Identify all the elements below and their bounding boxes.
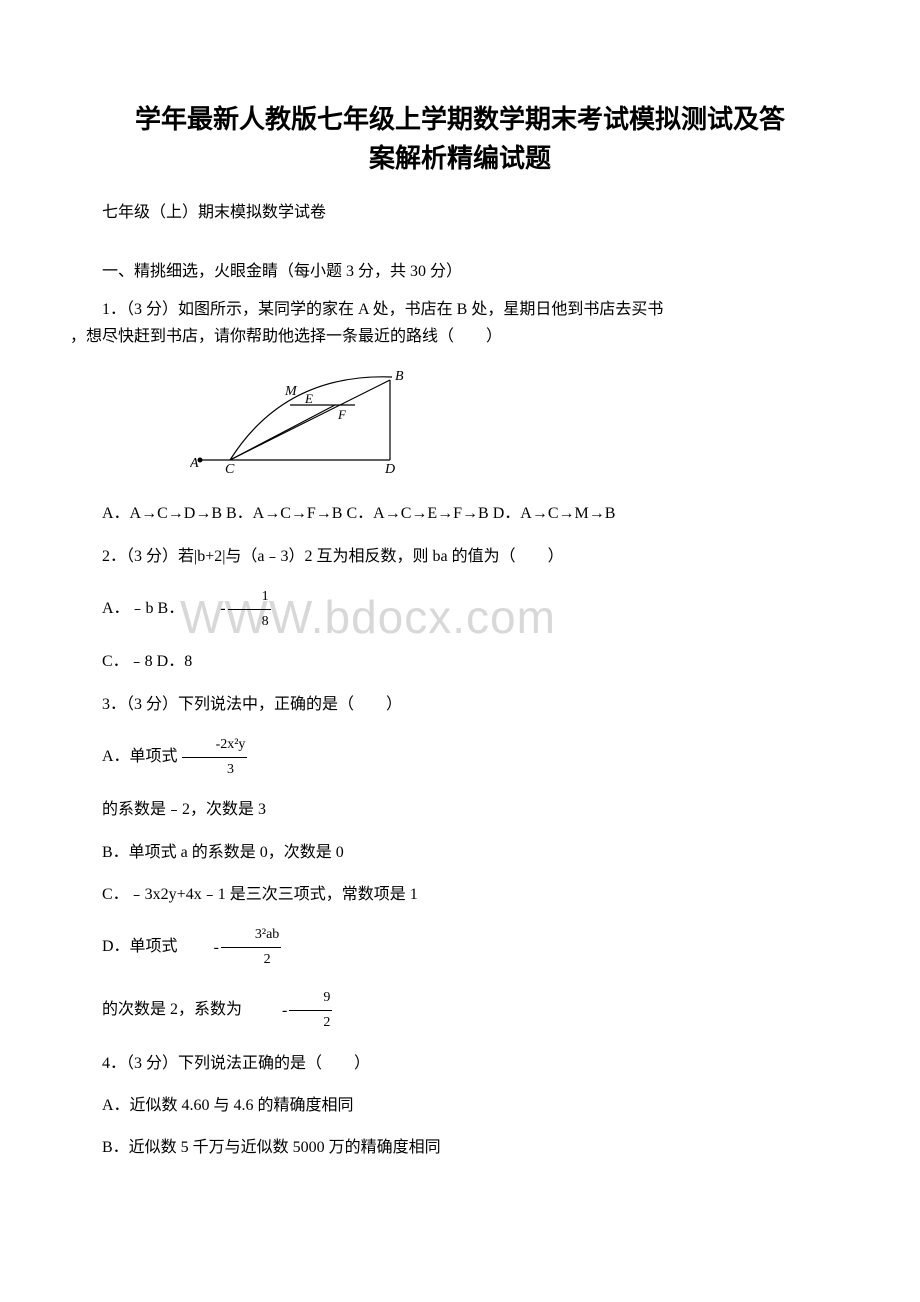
document-subtitle: 七年级（上）期末模拟数学试卷 bbox=[70, 198, 850, 222]
question-2-options-ab: A．﹣b B． - 1 8 bbox=[70, 585, 850, 634]
q3-opta-fraction: -2x²y 3 bbox=[182, 733, 248, 782]
diagram-label-a: A bbox=[190, 456, 199, 471]
q3-opta-frac-den: 3 bbox=[182, 758, 248, 782]
q3-optd-frac-den: 2 bbox=[221, 948, 281, 972]
q3-optd-tail-prefix: 的次数是 2，系数为 bbox=[102, 1001, 242, 1018]
question-3-option-a-tail: 的系数是﹣2，次数是 3 bbox=[70, 796, 850, 823]
q2-frac-den: 8 bbox=[228, 610, 271, 634]
question-2-options-cd: C．﹣8 D．8 bbox=[70, 648, 850, 675]
q3-optd-frac-num: 3²ab bbox=[221, 923, 281, 948]
question-3-option-b: B．单项式 a 的系数是 0，次数是 0 bbox=[70, 839, 850, 866]
question-3-option-d-tail: 的次数是 2，系数为 - 9 2 bbox=[70, 986, 850, 1035]
question-1: 1．（3 分）如图所示，某同学的家在 A 处，书店在 B 处，星期日他到书店去买… bbox=[70, 296, 850, 350]
question-1-text-1: 1．（3 分）如图所示，某同学的家在 A 处，书店在 B 处，星期日他到书店去买… bbox=[102, 301, 663, 318]
question-1-options: A．A→C→D→B B．A→C→F→B C．A→C→E→F→B D．A→C→M→… bbox=[70, 500, 850, 527]
q3-optd-fraction2: - 9 2 bbox=[246, 986, 332, 1035]
question-2: 2．（3 分）若|b+2|与（a﹣3）2 互为相反数，则 ba 的值为（ ） bbox=[70, 543, 850, 570]
q3-opta-prefix: A．单项式 bbox=[102, 748, 178, 765]
question-4-option-b: B．近似数 5 千万与近似数 5000 万的精确度相同 bbox=[70, 1134, 850, 1161]
diagram-label-d: D bbox=[384, 462, 395, 475]
diagram-label-c: C bbox=[225, 462, 235, 475]
question-4: 4．（3 分）下列说法正确的是（ ） bbox=[70, 1050, 850, 1077]
question-3-option-a: A．单项式 -2x²y 3 bbox=[70, 733, 850, 782]
diagram-label-b: B bbox=[395, 369, 404, 384]
title-line-2: 案解析精编试题 bbox=[369, 144, 551, 173]
title-line-1: 学年最新人教版七年级上学期数学期末考试模拟测试及答 bbox=[135, 105, 785, 134]
question-2-opt-a-prefix: A．﹣b B． bbox=[102, 600, 184, 617]
question-3: 3．（3 分）下列说法中，正确的是（ ） bbox=[70, 691, 850, 718]
q3-optd-fraction: - 3²ab 2 bbox=[182, 923, 282, 972]
question-2-fraction: - 1 8 bbox=[188, 585, 270, 634]
section-1-header: 一、精挑细选，火眼金睛（每小题 3 分，共 30 分） bbox=[70, 257, 850, 281]
diagram-label-e: E bbox=[304, 391, 313, 406]
document-title: 学年最新人教版七年级上学期数学期末考试模拟测试及答 案解析精编试题 bbox=[70, 100, 850, 178]
question-3-option-d: D．单项式 - 3²ab 2 bbox=[70, 923, 850, 972]
q2-frac-num: 1 bbox=[228, 585, 271, 610]
diagram-label-m: M bbox=[284, 384, 298, 399]
question-4-option-a: A．近似数 4.60 与 4.6 的精确度相同 bbox=[70, 1092, 850, 1119]
question-1-text-2: ，想尽快赶到书店，请你帮助他选择一条最近的路线（ ） bbox=[70, 328, 502, 345]
q3-optd-prefix: D．单项式 bbox=[102, 938, 178, 955]
document-content: 学年最新人教版七年级上学期数学期末考试模拟测试及答 案解析精编试题 七年级（上）… bbox=[70, 100, 850, 1162]
q3-opta-frac-num: -2x²y bbox=[182, 733, 248, 758]
q3-optd-frac2-den: 2 bbox=[289, 1011, 332, 1035]
diagram-label-f: F bbox=[337, 407, 347, 422]
q3-optd-frac2-num: 9 bbox=[289, 986, 332, 1011]
question-1-diagram: A C D B M E F bbox=[190, 365, 850, 480]
question-3-option-c: C．﹣3x2y+4x﹣1 是三次三项式，常数项是 1 bbox=[70, 881, 850, 908]
